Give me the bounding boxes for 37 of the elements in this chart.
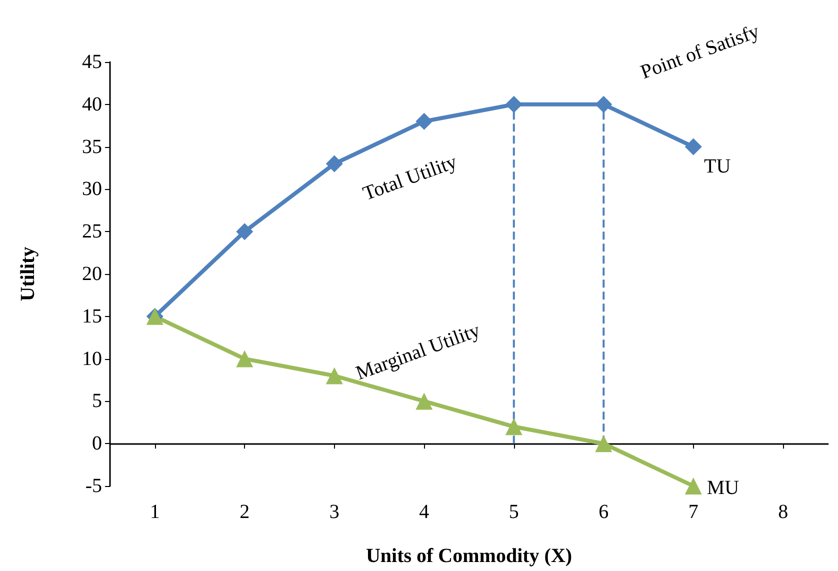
x-tick-label: 6 bbox=[598, 501, 609, 523]
point bbox=[326, 155, 343, 172]
point bbox=[505, 418, 522, 436]
y-tick-label: 20 bbox=[82, 263, 102, 285]
y-tick-label: 0 bbox=[92, 432, 102, 455]
point bbox=[684, 478, 702, 494]
x-axis-title: Units of Commodity (X) bbox=[366, 545, 572, 567]
series-label: TU bbox=[704, 155, 732, 178]
y-tick-label: 5 bbox=[92, 390, 102, 412]
point bbox=[416, 392, 433, 410]
y-tick-label: 15 bbox=[82, 305, 102, 328]
y-tick-label: 30 bbox=[82, 178, 102, 200]
y-axis-title: Utility bbox=[17, 246, 39, 302]
x-tick-label: 8 bbox=[778, 501, 788, 523]
y-tick-label: 45 bbox=[82, 51, 102, 73]
x-tick-label: 1 bbox=[150, 501, 160, 523]
x-tick-label: 5 bbox=[508, 501, 519, 523]
x-tick-label: 4 bbox=[419, 501, 430, 523]
x-tick-label: 2 bbox=[240, 501, 250, 523]
point bbox=[236, 223, 254, 240]
point bbox=[326, 367, 343, 384]
point bbox=[236, 350, 254, 368]
y-tick-label: 25 bbox=[82, 220, 102, 243]
point bbox=[684, 138, 702, 156]
annotation: Point of Satisfy bbox=[638, 20, 762, 84]
annotation: Total Utility bbox=[360, 150, 460, 206]
point bbox=[595, 96, 612, 113]
point bbox=[416, 112, 433, 130]
point bbox=[595, 435, 612, 452]
y-tick-label: 40 bbox=[82, 93, 102, 116]
x-tick-label: 7 bbox=[688, 501, 698, 523]
y-tick-label: 10 bbox=[82, 348, 102, 370]
y-tick-label: -5 bbox=[85, 475, 102, 497]
point bbox=[505, 96, 522, 113]
x-tick-label: 3 bbox=[329, 501, 340, 523]
series-label: MU bbox=[706, 477, 740, 499]
y-tick-label: 35 bbox=[82, 136, 102, 158]
